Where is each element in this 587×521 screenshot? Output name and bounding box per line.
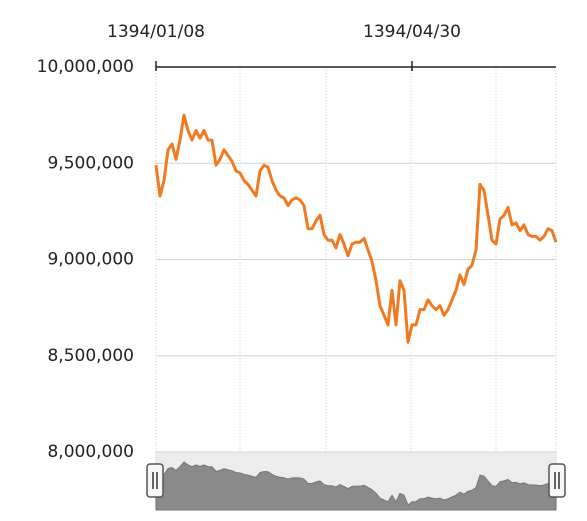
y-tick-label: 9,000,000 bbox=[47, 250, 134, 270]
navigator-handle[interactable] bbox=[146, 463, 164, 498]
navigator-handle[interactable] bbox=[548, 463, 566, 498]
x-tick-label: 1394/04/30 bbox=[363, 22, 461, 42]
y-tick-label: 8,500,000 bbox=[47, 346, 134, 366]
y-tick-label: 8,000,000 bbox=[47, 442, 134, 462]
x-tick-label: 1394/01/08 bbox=[107, 22, 205, 42]
y-tick-label: 10,000,000 bbox=[37, 57, 134, 77]
price-line bbox=[154, 113, 558, 344]
y-tick-label: 9,500,000 bbox=[47, 153, 134, 173]
navigator-area bbox=[155, 461, 557, 511]
